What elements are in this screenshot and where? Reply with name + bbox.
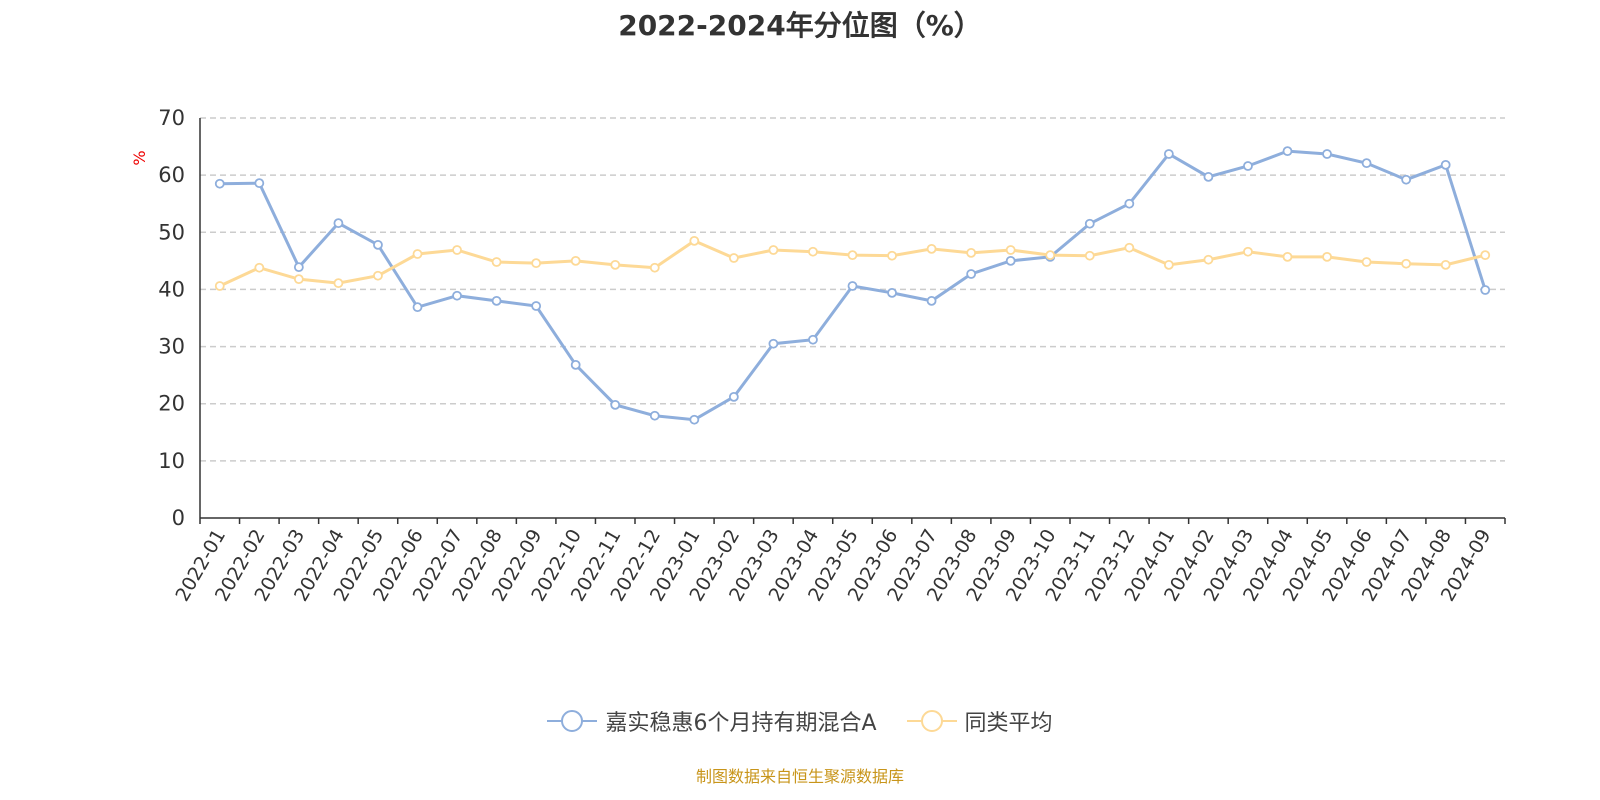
data-point-1 — [570, 255, 581, 266]
y-tick-label: 20 — [158, 392, 185, 416]
y-tick-label: 0 — [172, 506, 185, 530]
legend-item-fund[interactable]: 嘉实稳惠6个月持有期混合A — [547, 705, 877, 737]
data-point-1 — [412, 249, 423, 259]
data-point-1 — [254, 262, 265, 273]
data-point-0 — [808, 334, 818, 345]
data-point-1 — [1203, 254, 1214, 265]
data-point-1 — [1401, 258, 1412, 269]
data-point-0 — [926, 295, 937, 306]
data-point-0 — [887, 287, 897, 298]
data-point-1 — [1005, 245, 1016, 255]
y-axis-label: % — [130, 150, 149, 165]
data-point-0 — [649, 410, 660, 421]
data-point-0 — [1084, 218, 1095, 229]
data-point-0 — [333, 218, 344, 229]
data-point-1 — [1440, 259, 1451, 270]
legend-marker-average — [906, 710, 957, 732]
data-point-1 — [808, 246, 818, 257]
data-point-1 — [293, 274, 304, 285]
data-point-1 — [1322, 251, 1332, 262]
data-point-1 — [610, 259, 621, 270]
legend-label-average: 同类平均 — [964, 711, 1053, 736]
data-point-0 — [1005, 255, 1016, 266]
data-point-0 — [689, 414, 700, 425]
data-point-1 — [1163, 259, 1174, 270]
y-tick-label: 10 — [158, 449, 185, 473]
data-point-0 — [728, 391, 739, 402]
data-point-1 — [887, 250, 897, 261]
data-point-0 — [1163, 149, 1174, 159]
data-point-1 — [1480, 250, 1491, 261]
data-point-0 — [214, 178, 225, 189]
y-tick-label: 70 — [158, 106, 185, 130]
data-point-1 — [1084, 250, 1095, 261]
line-chart: 010203040506070%2022-012022-022022-03202… — [130, 106, 1506, 605]
data-point-1 — [768, 245, 779, 255]
data-point-1 — [1282, 251, 1293, 262]
data-point-1 — [689, 235, 700, 246]
data-point-0 — [1243, 161, 1253, 171]
data-point-0 — [531, 301, 542, 311]
data-point-1 — [373, 270, 383, 281]
data-point-0 — [1401, 174, 1412, 185]
data-point-1 — [966, 247, 977, 258]
y-tick-label: 40 — [158, 277, 185, 301]
data-point-0 — [610, 399, 621, 410]
data-point-1 — [452, 245, 462, 255]
data-point-1 — [1361, 257, 1372, 267]
data-point-1 — [214, 281, 225, 291]
data-point-0 — [768, 338, 779, 349]
data-point-0 — [1480, 285, 1491, 295]
data-point-1 — [1243, 246, 1253, 257]
data-point-0 — [1440, 159, 1451, 170]
data-point-1 — [926, 243, 937, 254]
data-point-0 — [570, 359, 581, 370]
series-line-1 — [219, 239, 1486, 288]
data-point-1 — [333, 278, 344, 289]
data-point-0 — [373, 239, 383, 250]
y-tick-label: 50 — [158, 220, 185, 244]
data-point-1 — [649, 262, 660, 273]
chart-title: 2022-2024年分位图（%） — [618, 9, 982, 42]
data-point-0 — [491, 295, 502, 306]
data-point-0 — [1322, 149, 1332, 159]
legend-marker-fund — [547, 710, 598, 732]
source-note: 制图数据来自恒生聚源数据库 — [695, 767, 904, 786]
data-point-0 — [452, 290, 462, 301]
data-point-0 — [1203, 171, 1214, 182]
data-point-0 — [1124, 198, 1135, 209]
data-point-1 — [1124, 242, 1135, 253]
data-point-1 — [491, 257, 502, 267]
data-point-1 — [728, 253, 739, 263]
data-point-0 — [1282, 146, 1293, 157]
legend: 嘉实稳惠6个月持有期混合A 同类平均 — [0, 705, 1600, 737]
data-point-0 — [847, 281, 858, 291]
data-point-0 — [966, 269, 977, 279]
data-point-1 — [847, 250, 858, 261]
data-point-0 — [412, 302, 423, 313]
y-tick-label: 60 — [158, 163, 185, 187]
legend-label-fund: 嘉实稳惠6个月持有期混合A — [605, 711, 877, 736]
data-point-1 — [531, 258, 542, 269]
data-point-1 — [1045, 250, 1056, 261]
legend-item-average[interactable]: 同类平均 — [906, 705, 1053, 737]
data-point-0 — [1361, 158, 1372, 169]
data-point-0 — [254, 178, 265, 189]
y-tick-label: 30 — [158, 335, 185, 359]
data-point-0 — [293, 262, 304, 273]
